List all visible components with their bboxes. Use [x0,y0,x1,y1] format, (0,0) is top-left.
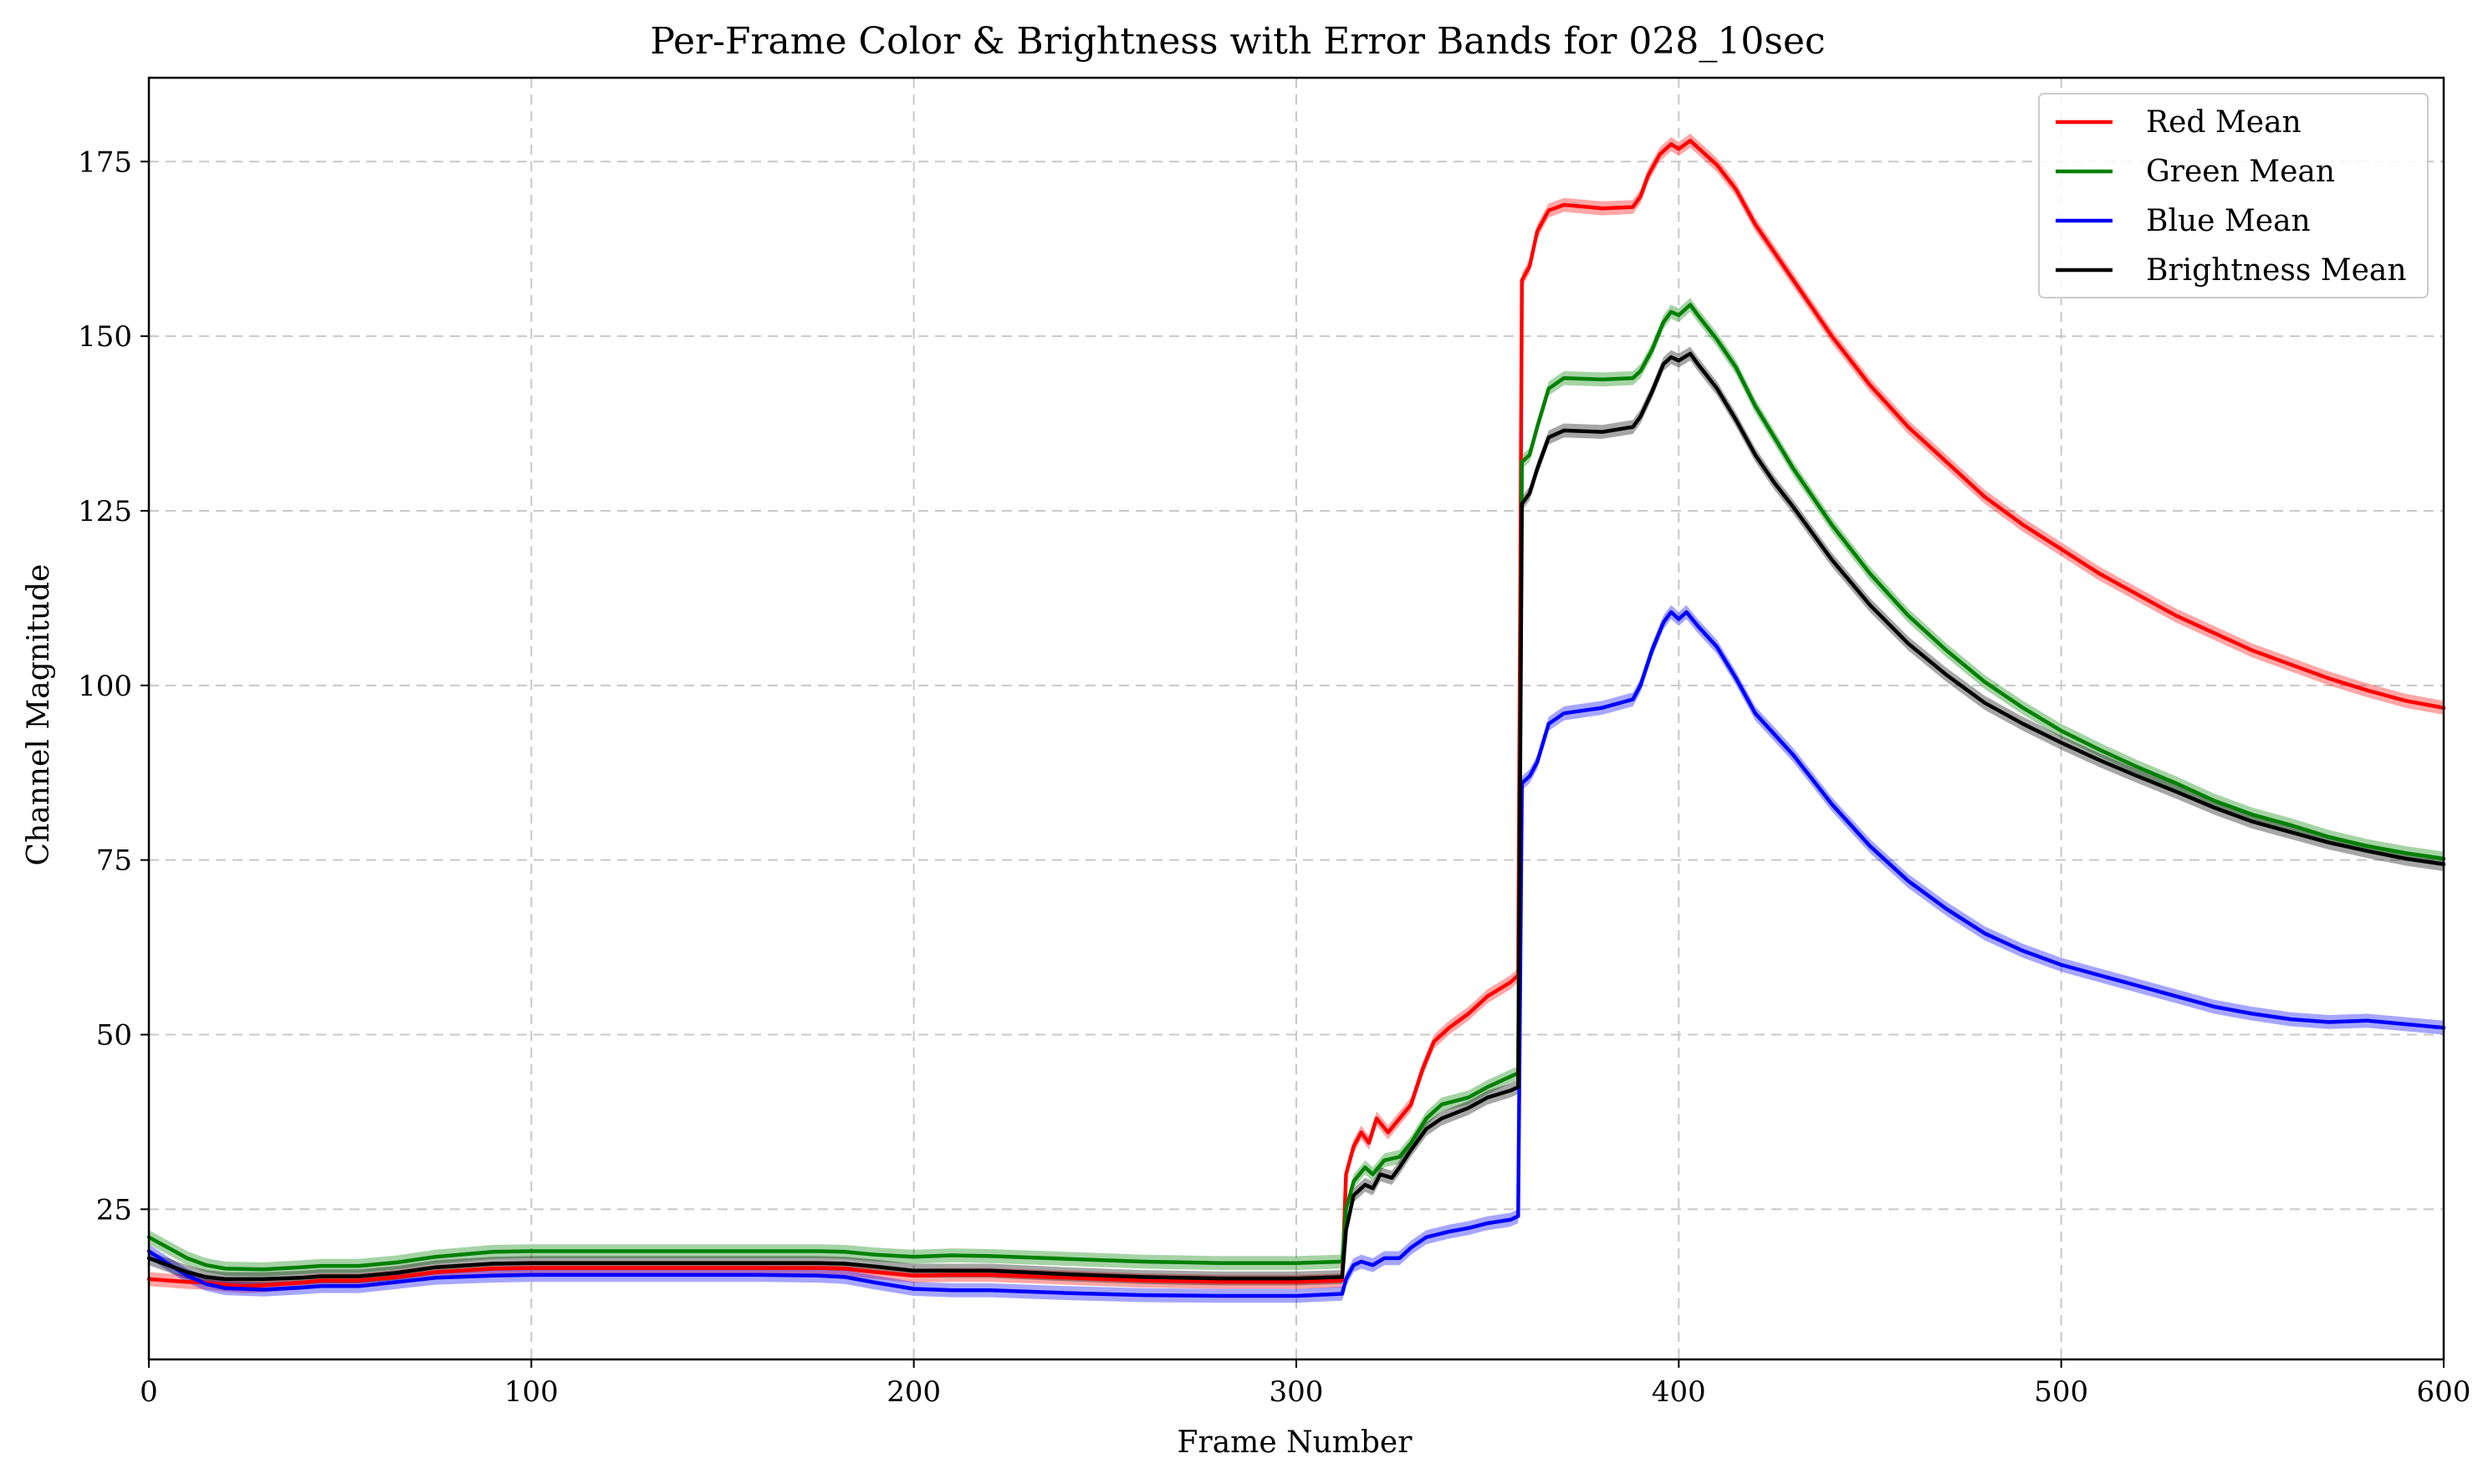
y-tick-label: 50 [96,1019,132,1053]
y-axis-label: Channel Magnitude [22,564,56,866]
y-tick-label: 25 [96,1193,132,1226]
y-tick-label: 125 [78,495,132,528]
series-line [146,138,2446,1288]
x-tick-label: 400 [1652,1375,1706,1409]
legend-box [2038,93,2429,298]
chart-title: Per-Frame Color & Brightness with Error … [650,20,1825,63]
axis-ticks: 0 100 200 300 400 500 600 25 50 75 100 125 150 175 [78,145,2470,1409]
y-tick-label: 75 [96,844,132,878]
x-tick-label: 100 [504,1375,559,1409]
y-tick-label: 100 [78,670,132,703]
x-tick-label: 300 [1270,1375,1324,1409]
x-axis-label: Frame Number [1178,1425,1413,1460]
legend-label: Green Mean [2146,155,2335,189]
x-tick-label: 500 [2034,1375,2088,1409]
legend-label: Brightness Mean [2146,253,2407,288]
series-line [146,609,2446,1298]
x-tick-label: 600 [2417,1375,2471,1409]
series-lines [146,138,2446,1298]
legend-label: Red Mean [2146,105,2302,140]
legend-label: Blue Mean [2146,204,2311,238]
x-tick-label: 0 [140,1375,158,1409]
series-line [146,351,2446,1282]
legend: Red Mean Green Mean Blue Mean Brightness Me… [2038,93,2429,298]
y-tick-label: 150 [78,320,132,354]
x-tick-label: 200 [886,1375,941,1409]
y-tick-label: 175 [78,145,132,179]
series-line [146,303,2446,1272]
